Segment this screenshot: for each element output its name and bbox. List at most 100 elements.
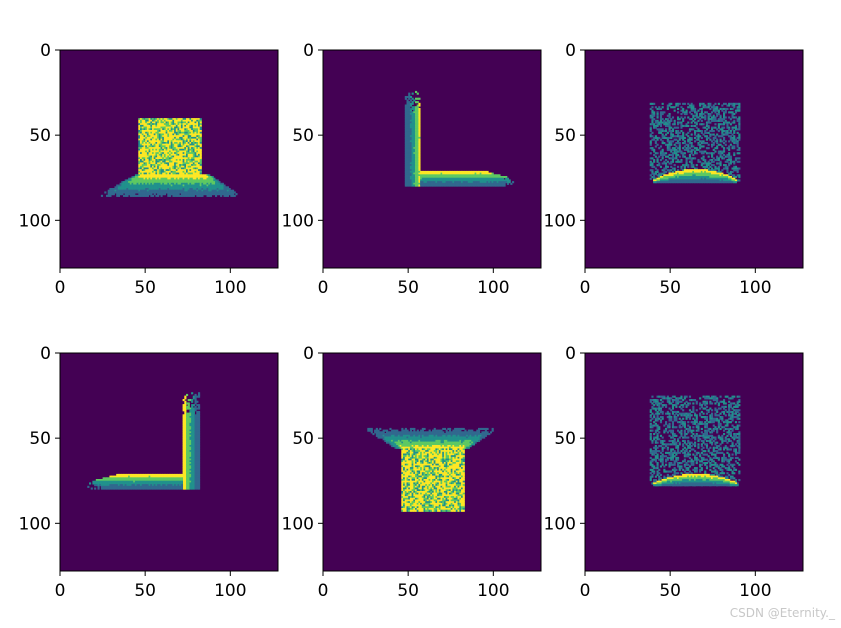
heatmap-cell (182, 445, 185, 448)
heatmap-cell (654, 126, 657, 129)
heatmap-cell (153, 130, 156, 133)
heatmap-cell (687, 135, 690, 138)
heatmap-cell (155, 157, 158, 160)
heatmap-cell (203, 189, 206, 192)
heatmap-cell (148, 165, 151, 168)
heatmap-cell (406, 160, 409, 163)
heatmap-cell (165, 135, 168, 138)
heatmap-cell (182, 167, 185, 170)
heatmap-cell (661, 155, 664, 158)
heatmap-cell (695, 135, 698, 138)
heatmap-cell (179, 165, 182, 168)
heatmap-cell (187, 456, 190, 460)
heatmap-cell (675, 130, 678, 133)
heatmap-cell (186, 118, 189, 121)
heatmap-cell (140, 147, 143, 150)
heatmap-cell (700, 136, 703, 140)
heatmap-cell (119, 186, 122, 189)
heatmap-cell (170, 176, 173, 179)
heatmap-cell (196, 160, 199, 163)
heatmap-cell (97, 480, 100, 483)
heatmap-cell (172, 121, 175, 124)
heatmap-cell (189, 170, 192, 174)
heatmap-cell (198, 176, 201, 179)
heatmap-cell (500, 181, 503, 184)
heatmap-cell (733, 177, 736, 180)
heatmap-cell (175, 167, 178, 170)
heatmap-cell (148, 140, 151, 143)
heatmap-cell (187, 153, 190, 157)
heatmap-cell (152, 143, 155, 146)
heatmap-cell (160, 188, 163, 191)
heatmap-cell (160, 194, 163, 197)
heatmap-cell (196, 414, 199, 417)
heatmap-cell (152, 162, 155, 165)
heatmap-cell (707, 113, 710, 116)
heatmap-cell (153, 184, 156, 187)
heatmap-cell (198, 194, 201, 197)
heatmap-cell (649, 142, 652, 145)
heatmap-cell (153, 128, 156, 131)
heatmap-cell (160, 150, 163, 153)
heatmap-cell (189, 182, 192, 185)
heatmap-cell (690, 106, 693, 109)
heatmap-cell (152, 165, 155, 168)
heatmap-cell (184, 417, 187, 420)
heatmap-cell (736, 131, 739, 134)
heatmap-cell (192, 150, 195, 153)
heatmap-cell (174, 124, 177, 128)
heatmap-cell (413, 184, 416, 187)
heatmap-cell (196, 176, 199, 179)
heatmap-cell (145, 126, 148, 129)
x-tick-label: 0 (580, 278, 591, 298)
heatmap-cell (413, 152, 416, 155)
heatmap-cell (143, 184, 146, 187)
heatmap-cell (94, 484, 97, 487)
heatmap-cell (163, 174, 167, 177)
heatmap-cell (140, 123, 143, 126)
heatmap-cell (503, 182, 506, 185)
heatmap-cell (165, 138, 168, 141)
heatmap-cell (411, 174, 414, 177)
heatmap-cell (150, 179, 153, 182)
heatmap-cell (649, 126, 652, 129)
heatmap-cell (209, 194, 213, 197)
heatmap-cell (656, 121, 659, 124)
heatmap-cell (432, 174, 435, 177)
heatmap-cell (430, 181, 433, 184)
heatmap-cell (189, 467, 192, 470)
heatmap-cell (140, 118, 143, 121)
heatmap-cell (420, 174, 423, 177)
heatmap-cell (493, 176, 496, 179)
heatmap-cell (192, 143, 195, 146)
heatmap-cell (179, 131, 182, 134)
heatmap-cell (182, 121, 185, 124)
heatmap-cell (443, 170, 447, 174)
heatmap-cell (733, 104, 736, 107)
heatmap-cell (169, 138, 172, 141)
heatmap-cell (184, 463, 187, 466)
heatmap-cell (683, 136, 686, 140)
heatmap-cell (152, 172, 155, 175)
heatmap-cell (186, 482, 189, 485)
heatmap-cell (153, 143, 156, 146)
heatmap-cell (661, 142, 664, 145)
heatmap-cell (659, 150, 663, 153)
heatmap-cell (145, 152, 148, 155)
heatmap-cell (160, 136, 163, 140)
heatmap-cell (189, 160, 192, 163)
heatmap-cell (182, 470, 185, 473)
heatmap-cell (192, 176, 195, 179)
heatmap-cell (665, 152, 668, 155)
heatmap-cell (191, 145, 194, 148)
heatmap-cell (180, 133, 184, 136)
heatmap-cell (731, 107, 734, 111)
heatmap-cell (406, 152, 409, 155)
heatmap-cell (432, 177, 435, 180)
heatmap-cell (196, 475, 199, 478)
heatmap-cell (194, 482, 197, 485)
heatmap-cell (162, 174, 165, 177)
heatmap-cell (687, 172, 690, 175)
heatmap-cell (116, 482, 119, 485)
heatmap-cell (177, 181, 180, 184)
